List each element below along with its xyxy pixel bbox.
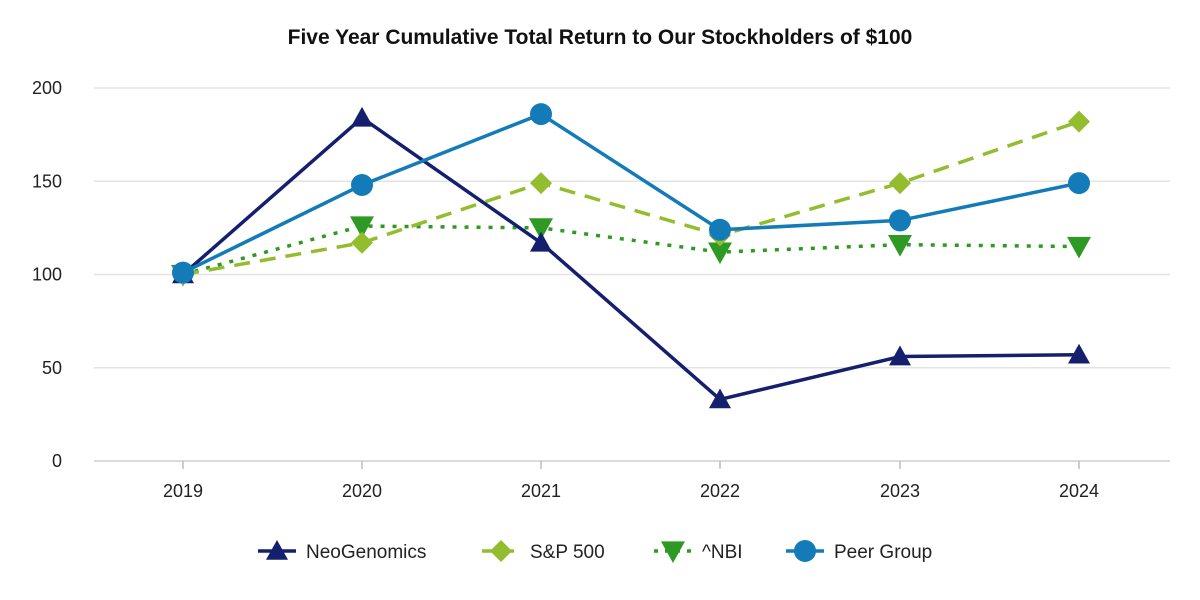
chart-title: Five Year Cumulative Total Return to Our…: [287, 26, 913, 49]
legend-item-neogenomics: NeoGenomics: [258, 540, 426, 563]
series-line-peer-group: [182, 112, 1080, 275]
data-point-s-p-500: [351, 231, 373, 254]
legend-label: ^NBI: [702, 542, 743, 563]
data-point-peer-group: [172, 261, 194, 284]
y-tick-label: 200: [32, 78, 62, 98]
data-point-peer-group: [889, 209, 911, 232]
data-point-peer-group: [1068, 172, 1090, 195]
y-tick-label: 100: [32, 265, 62, 285]
y-tick-label: 150: [32, 171, 62, 191]
series-line-neogenomics: [181, 116, 1080, 402]
x-tick-label: 2022: [700, 481, 740, 501]
y-tick-label: 50: [42, 358, 62, 378]
legend-label: S&P 500: [530, 542, 605, 563]
legend-label: Peer Group: [834, 542, 932, 563]
data-point-peer-group: [530, 103, 552, 126]
legend-item-s-p-500: S&P 500: [482, 540, 605, 563]
series-line-s-p-500: [182, 119, 1080, 277]
legend-label: NeoGenomics: [306, 542, 426, 563]
legend-marker-peer-group: [794, 540, 816, 562]
data-point-nbi: [888, 235, 912, 257]
legend-marker-nbi: [661, 541, 685, 563]
legend-marker-s-p-500: [490, 540, 512, 562]
data-point-neogenomics: [709, 388, 731, 409]
data-point-neogenomics: [351, 106, 373, 127]
data-point-nbi: [529, 218, 553, 240]
legend-item-peer-group: Peer Group: [786, 540, 932, 563]
data-point-neogenomics: [530, 231, 552, 252]
data-point-neogenomics: [889, 345, 911, 366]
data-point-nbi: [1067, 236, 1091, 259]
data-point-nbi: [350, 216, 374, 239]
data-point-peer-group: [351, 173, 373, 196]
y-tick-label: 0: [52, 451, 62, 471]
x-tick-label: 2024: [1059, 481, 1099, 501]
x-tick-label: 2021: [521, 481, 561, 501]
legend-marker-neogenomics: [266, 540, 288, 560]
data-point-s-p-500: [530, 172, 552, 195]
data-point-s-p-500: [889, 172, 911, 195]
data-point-neogenomics: [1068, 343, 1090, 364]
data-point-nbi: [708, 242, 732, 265]
x-tick-label: 2019: [163, 481, 203, 501]
x-tick-label: 2020: [342, 481, 382, 501]
legend-item-nbi: ^NBI: [654, 541, 743, 563]
x-tick-label: 2023: [880, 481, 920, 501]
data-point-peer-group: [709, 218, 731, 241]
data-point-s-p-500: [1068, 110, 1090, 133]
